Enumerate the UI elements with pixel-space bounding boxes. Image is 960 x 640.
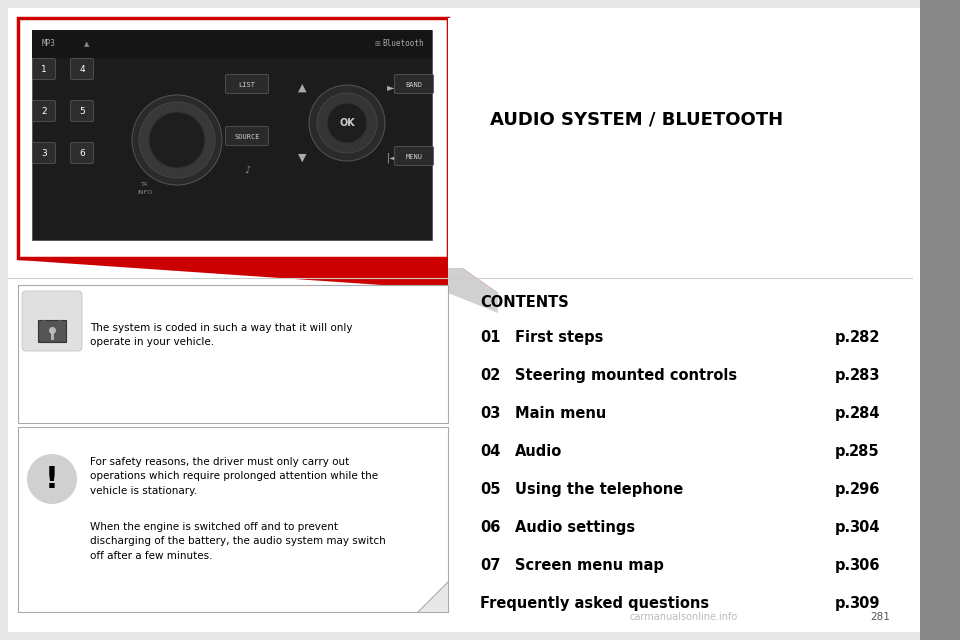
Circle shape — [317, 93, 377, 153]
Text: For safety reasons, the driver must only carry out
operations which require prol: For safety reasons, the driver must only… — [90, 457, 378, 496]
Text: p.: p. — [835, 520, 852, 535]
Polygon shape — [18, 258, 498, 293]
FancyBboxPatch shape — [33, 100, 56, 122]
Circle shape — [27, 454, 77, 504]
Text: 05: 05 — [480, 482, 500, 497]
Text: p.: p. — [835, 330, 852, 345]
Text: 07: 07 — [480, 558, 500, 573]
Text: LIST: LIST — [238, 82, 255, 88]
Text: First steps: First steps — [515, 330, 604, 345]
Text: 306: 306 — [850, 558, 880, 573]
Text: 03: 03 — [480, 406, 500, 421]
Text: Audio: Audio — [515, 444, 563, 459]
Text: p.: p. — [835, 558, 852, 573]
Text: AUDIO SYSTEM / BLUETOOTH: AUDIO SYSTEM / BLUETOOTH — [490, 111, 783, 129]
Polygon shape — [418, 582, 448, 612]
Text: Using the telephone: Using the telephone — [515, 482, 684, 497]
Text: ▲: ▲ — [298, 83, 306, 93]
Text: Frequently asked questions: Frequently asked questions — [480, 596, 709, 611]
Text: ▲: ▲ — [84, 41, 89, 47]
Text: carmanualsonline.info: carmanualsonline.info — [630, 612, 738, 622]
Text: 6: 6 — [79, 150, 84, 159]
Bar — [18, 285, 448, 423]
Text: p.: p. — [835, 596, 852, 611]
Text: 2: 2 — [41, 108, 47, 116]
Text: |◄: |◄ — [387, 153, 397, 163]
FancyBboxPatch shape — [33, 58, 56, 79]
Text: p.: p. — [835, 482, 852, 497]
FancyBboxPatch shape — [226, 74, 269, 93]
Text: 5: 5 — [79, 108, 84, 116]
Text: MENU: MENU — [405, 154, 422, 160]
Text: When the engine is switched off and to prevent
discharging of the battery, the a: When the engine is switched off and to p… — [90, 522, 386, 561]
Text: 06: 06 — [480, 520, 500, 535]
Bar — [18, 427, 448, 612]
Text: 309: 309 — [850, 596, 880, 611]
Text: ⊞: ⊞ — [374, 41, 380, 47]
Circle shape — [327, 103, 367, 143]
Text: p.: p. — [835, 368, 852, 383]
Text: 281: 281 — [870, 612, 890, 622]
Circle shape — [149, 112, 205, 168]
FancyBboxPatch shape — [395, 74, 434, 93]
Text: 282: 282 — [850, 330, 880, 345]
Bar — [18, 18, 448, 258]
Text: MP3: MP3 — [42, 40, 56, 49]
Text: 1: 1 — [41, 65, 47, 74]
Text: 01: 01 — [480, 330, 500, 345]
Circle shape — [139, 102, 215, 178]
Text: ▼: ▼ — [298, 153, 306, 163]
Text: The system is coded in such a way that it will only
operate in your vehicle.: The system is coded in such a way that i… — [90, 323, 352, 348]
Text: Screen menu map: Screen menu map — [515, 558, 664, 573]
Text: 3: 3 — [41, 150, 47, 159]
Bar — [920, 0, 960, 640]
Circle shape — [309, 85, 385, 161]
Bar — [32, 30, 432, 58]
Text: Bluetooth: Bluetooth — [382, 40, 424, 49]
Text: 296: 296 — [850, 482, 880, 497]
FancyBboxPatch shape — [70, 143, 93, 163]
Text: p.: p. — [835, 444, 852, 459]
FancyBboxPatch shape — [226, 127, 269, 145]
Polygon shape — [448, 258, 498, 313]
Text: BAND: BAND — [405, 82, 422, 88]
FancyBboxPatch shape — [395, 147, 434, 166]
Text: 284: 284 — [850, 406, 880, 421]
Circle shape — [132, 95, 222, 185]
Text: TA: TA — [141, 182, 149, 188]
Text: 283: 283 — [850, 368, 880, 383]
Text: ►|: ►| — [387, 83, 397, 93]
Text: Steering mounted controls: Steering mounted controls — [515, 368, 737, 383]
Bar — [448, 18, 920, 268]
Text: SOURCE: SOURCE — [234, 134, 260, 140]
Text: OK: OK — [339, 118, 355, 128]
Text: CONTENTS: CONTENTS — [480, 295, 568, 310]
Text: Main menu: Main menu — [515, 406, 607, 421]
Text: !: ! — [45, 465, 59, 493]
FancyBboxPatch shape — [70, 100, 93, 122]
Text: 285: 285 — [850, 444, 880, 459]
FancyBboxPatch shape — [22, 291, 82, 351]
FancyBboxPatch shape — [70, 58, 93, 79]
Text: p.: p. — [835, 406, 852, 421]
FancyBboxPatch shape — [33, 143, 56, 163]
Text: 4: 4 — [79, 65, 84, 74]
Text: 304: 304 — [850, 520, 880, 535]
Text: Audio settings: Audio settings — [515, 520, 636, 535]
Bar — [32, 30, 432, 240]
Text: INFO: INFO — [137, 191, 153, 195]
Text: ♪: ♪ — [244, 165, 251, 175]
Bar — [38, 320, 66, 342]
Text: 02: 02 — [480, 368, 500, 383]
Text: 04: 04 — [480, 444, 500, 459]
